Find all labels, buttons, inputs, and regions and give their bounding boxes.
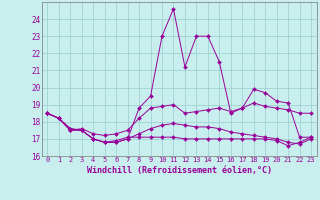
X-axis label: Windchill (Refroidissement éolien,°C): Windchill (Refroidissement éolien,°C) [87,166,272,175]
